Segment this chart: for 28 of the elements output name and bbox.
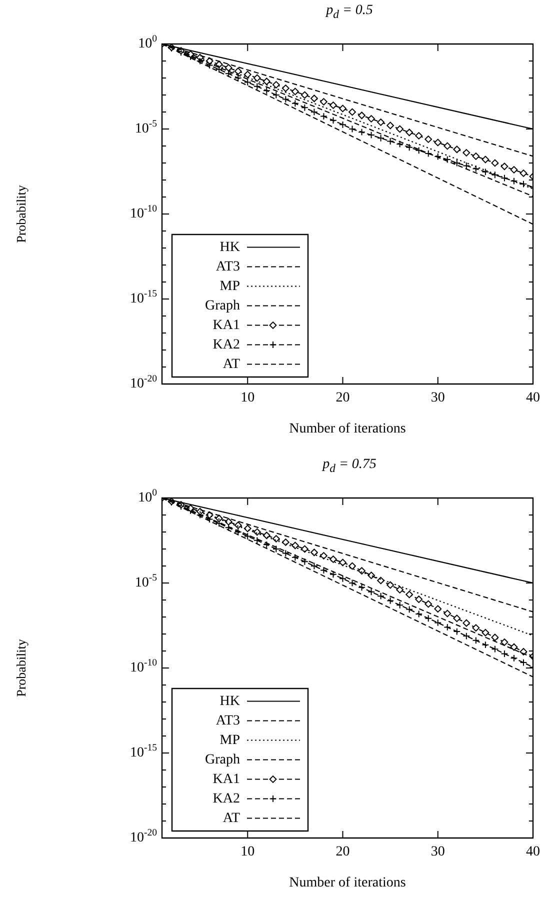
legend-label: KA2 — [212, 337, 240, 352]
x-tick-label: 20 — [336, 844, 350, 860]
legend-label: MP — [220, 278, 240, 294]
x-tick-label: 40 — [526, 390, 540, 406]
x-tick-label: 30 — [430, 844, 445, 860]
y-axis-title: Probability — [13, 638, 28, 697]
legend-label: KA1 — [212, 318, 240, 333]
x-tick-label: 20 — [336, 390, 350, 406]
chart-title: p$_{d}$ = 0.5 — [324, 2, 374, 22]
legend-label: KA1 — [212, 772, 240, 787]
legend-label: AT3 — [216, 259, 240, 274]
legend-label: MP — [220, 732, 240, 748]
y-axis-title: Probability — [13, 184, 28, 243]
x-tick-label: 40 — [526, 844, 540, 860]
chart-title: p$_{d}$ = 0.75 — [320, 456, 378, 476]
legend-label: AT3 — [216, 713, 240, 728]
x-axis-title: Number of iterations — [289, 876, 406, 891]
x-tick-label: 10 — [240, 390, 255, 406]
legend-label: AT — [222, 810, 240, 826]
x-tick-label: 30 — [430, 390, 445, 406]
legend-label: HK — [220, 240, 240, 255]
legend-label: AT — [222, 356, 240, 372]
legend-label: HK — [220, 694, 240, 709]
legend-label: Graph — [205, 298, 240, 314]
legend-label: Graph — [205, 752, 240, 768]
legend-label: KA2 — [212, 791, 240, 806]
x-axis-title: Number of iterations — [289, 422, 406, 437]
x-tick-label: 10 — [240, 844, 255, 860]
